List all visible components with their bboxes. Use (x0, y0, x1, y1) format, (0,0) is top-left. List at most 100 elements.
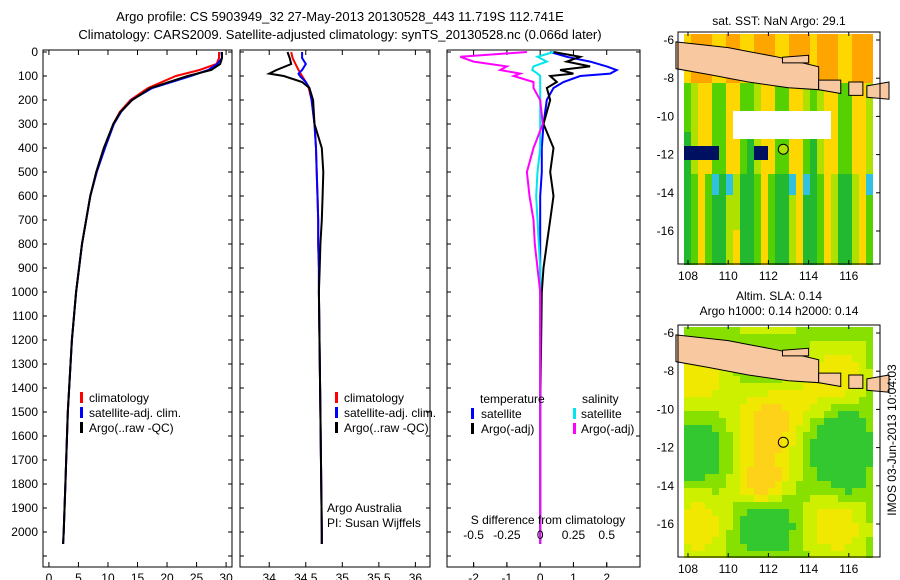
map-cell (817, 111, 824, 118)
map-cell (698, 160, 705, 167)
map-cell (768, 495, 775, 502)
map-cell (733, 446, 740, 453)
map-cell (859, 369, 866, 376)
map-cell (684, 34, 691, 41)
map-cell (817, 230, 824, 237)
y-tick-label: 100 (18, 69, 38, 83)
map-cell (712, 153, 719, 160)
map-cell (726, 523, 733, 530)
map-cell (754, 223, 761, 230)
map-cell (803, 453, 810, 460)
map-cell (740, 544, 747, 551)
map-cell (831, 460, 838, 467)
map-cell (747, 376, 754, 383)
map-cell (684, 230, 691, 237)
map-cell (719, 251, 726, 258)
map-cell (768, 397, 775, 404)
map-cell (726, 174, 733, 181)
map-cell (852, 160, 859, 167)
map-cell (733, 411, 740, 418)
map-cell (768, 411, 775, 418)
map-cell (712, 523, 719, 530)
map-cell (698, 90, 705, 97)
map-cell (761, 481, 768, 488)
map-cell (698, 551, 705, 558)
map-cell (712, 411, 719, 418)
map-cell (740, 174, 747, 181)
map-cell (684, 160, 691, 167)
map-cell (733, 258, 740, 265)
map-cell (754, 390, 761, 397)
map-cell (754, 544, 761, 551)
map-cell (705, 467, 712, 474)
map-cell (838, 125, 845, 132)
map-cell (698, 132, 705, 139)
map-cell (733, 327, 740, 334)
y-tick-label: 1000 (11, 285, 38, 299)
map-cell (705, 495, 712, 502)
map-cell (691, 551, 698, 558)
map-cell (831, 34, 838, 41)
map-cell (838, 251, 845, 258)
map-cell (824, 516, 831, 523)
map-cell (740, 432, 747, 439)
legend-swatch (335, 422, 338, 433)
map-cell (761, 516, 768, 523)
map-cell (740, 537, 747, 544)
map-cell (691, 418, 698, 425)
map-cell (789, 188, 796, 195)
map-cell (754, 41, 761, 48)
map-cell (789, 258, 796, 265)
map-cell (684, 209, 691, 216)
map-cell (796, 509, 803, 516)
map-cell (698, 230, 705, 237)
map-cell (824, 523, 831, 530)
map-cell (866, 327, 873, 334)
map-cell (782, 523, 789, 530)
map-cell (845, 118, 852, 125)
map-cell (810, 132, 817, 139)
map-cell (782, 418, 789, 425)
map-cell (831, 425, 838, 432)
map-cell (866, 41, 873, 48)
map-cell (789, 425, 796, 432)
map-cell (824, 390, 831, 397)
map-cell (831, 432, 838, 439)
map-cell (782, 188, 789, 195)
map-cell (761, 551, 768, 558)
map-cell (866, 544, 873, 551)
land-bali (818, 372, 842, 388)
map-cell (817, 523, 824, 530)
map-cell (775, 223, 782, 230)
map-cell (747, 537, 754, 544)
map-cell (754, 425, 761, 432)
map-cell (691, 90, 698, 97)
map-cell (726, 509, 733, 516)
map-cell (726, 83, 733, 90)
map-cell (817, 48, 824, 55)
map-cell (705, 390, 712, 397)
map-cell (754, 495, 761, 502)
map-cell (698, 146, 705, 153)
map-cell (852, 390, 859, 397)
map-cell (838, 76, 845, 83)
map-cell (691, 488, 698, 495)
map-cell (684, 104, 691, 111)
map-cell (789, 139, 796, 146)
map-cell (810, 104, 817, 111)
map-cell (768, 523, 775, 530)
map-cell (782, 481, 789, 488)
map-cell (733, 181, 740, 188)
y-tick-label: 1100 (12, 309, 38, 323)
map-cell (726, 118, 733, 125)
map-cell (796, 530, 803, 537)
map-cell (782, 334, 789, 341)
map-cell (789, 34, 796, 41)
map-x-tick-label: 108 (678, 562, 698, 576)
map-cell (761, 495, 768, 502)
map-cell (691, 544, 698, 551)
map-cell (782, 537, 789, 544)
map-cell (824, 146, 831, 153)
legend-label: Argo(..raw -QC) (344, 421, 429, 435)
map-cell (761, 223, 768, 230)
